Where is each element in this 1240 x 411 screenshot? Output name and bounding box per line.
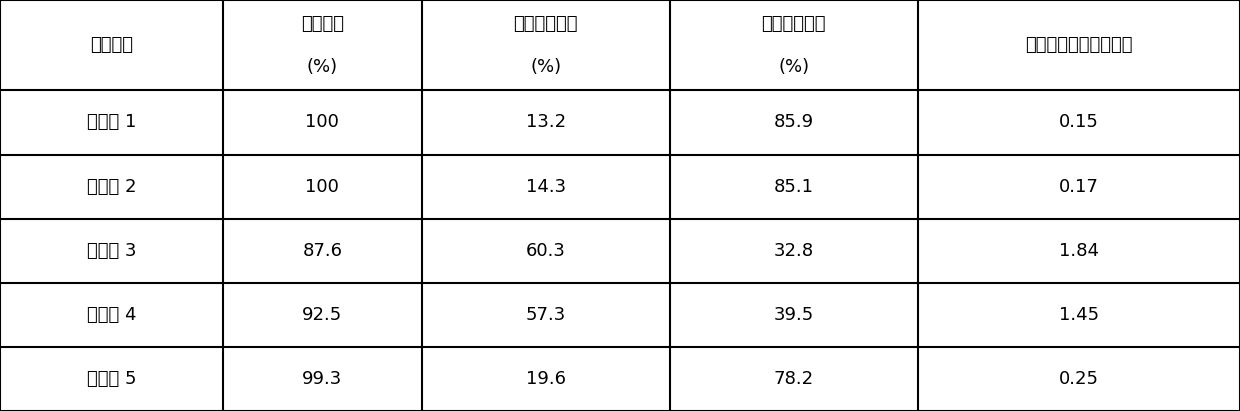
Text: 19.6: 19.6 (526, 370, 565, 388)
Text: 60.3: 60.3 (526, 242, 565, 260)
Text: 100: 100 (305, 178, 340, 196)
Text: 四氢萘选择性: 四氢萘选择性 (513, 15, 578, 33)
Text: 13.2: 13.2 (526, 113, 565, 132)
Text: 实验编号: 实验编号 (91, 36, 133, 54)
Text: 78.2: 78.2 (774, 370, 813, 388)
Text: 99.3: 99.3 (303, 370, 342, 388)
Text: 87.6: 87.6 (303, 242, 342, 260)
Text: 85.9: 85.9 (774, 113, 813, 132)
Text: 0.15: 0.15 (1059, 113, 1099, 132)
Text: 92.5: 92.5 (303, 306, 342, 324)
Text: 32.8: 32.8 (774, 242, 813, 260)
Text: 四氢萘与十氢萘摩尔比: 四氢萘与十氢萘摩尔比 (1025, 36, 1132, 54)
Text: 实施例 5: 实施例 5 (87, 370, 136, 388)
Text: 39.5: 39.5 (774, 306, 813, 324)
Text: 100: 100 (305, 113, 340, 132)
Text: (%): (%) (529, 58, 562, 76)
Text: 0.17: 0.17 (1059, 178, 1099, 196)
Text: (%): (%) (777, 58, 810, 76)
Text: 萘转化率: 萘转化率 (301, 15, 343, 33)
Text: 1.45: 1.45 (1059, 306, 1099, 324)
Text: 85.1: 85.1 (774, 178, 813, 196)
Text: 实施例 2: 实施例 2 (87, 178, 136, 196)
Text: 实施例 4: 实施例 4 (87, 306, 136, 324)
Text: 1.84: 1.84 (1059, 242, 1099, 260)
Text: 14.3: 14.3 (526, 178, 565, 196)
Text: 十氢萘选择性: 十氢萘选择性 (761, 15, 826, 33)
Text: 实施例 1: 实施例 1 (87, 113, 136, 132)
Text: (%): (%) (306, 58, 339, 76)
Text: 实施例 3: 实施例 3 (87, 242, 136, 260)
Text: 57.3: 57.3 (526, 306, 565, 324)
Text: 0.25: 0.25 (1059, 370, 1099, 388)
